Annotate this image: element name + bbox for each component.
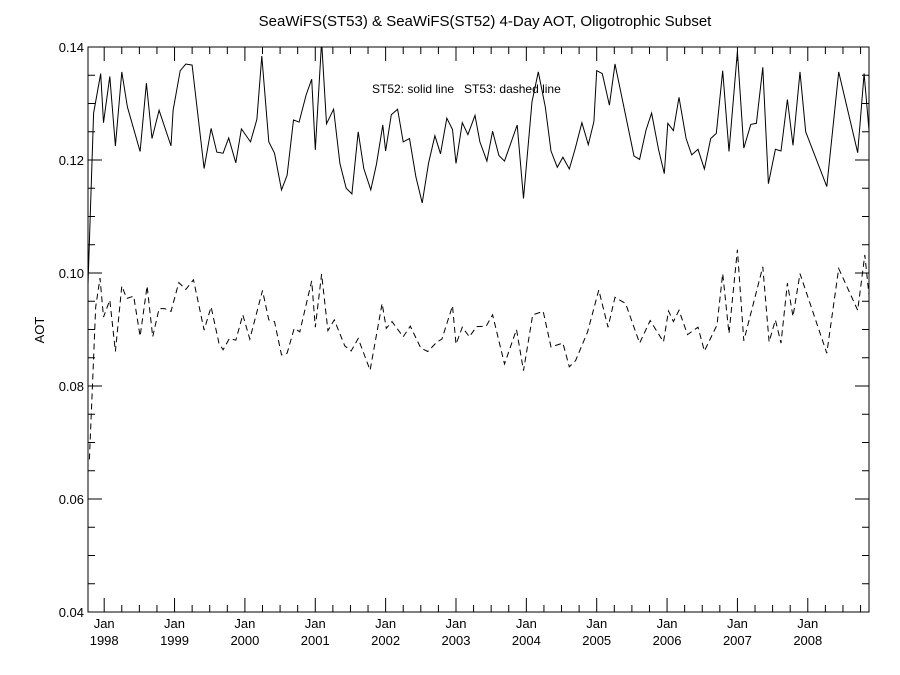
x-tick-month-label: Jan xyxy=(305,616,326,631)
y-axis-label: AOT xyxy=(32,317,47,344)
x-tick-year-label: 2002 xyxy=(371,633,400,648)
x-tick-year-label: 2005 xyxy=(582,633,611,648)
x-tick-year-label: 2006 xyxy=(653,633,682,648)
x-tick-month-label: Jan xyxy=(375,616,396,631)
x-tick-month-label: Jan xyxy=(94,616,115,631)
y-tick-label: 0.04 xyxy=(59,605,84,620)
x-tick-month-label: Jan xyxy=(446,616,467,631)
axes: 0.04 0.06 0.08 0.10 0.12 0.14 Jan 1998 Jan 1999 Ja… xyxy=(59,40,870,648)
chart-title: SeaWiFS(ST53) & SeaWiFS(ST52) 4-Day AOT,… xyxy=(259,13,712,30)
x-tick-month-label: Jan xyxy=(164,616,185,631)
x-tick-year-label: 2000 xyxy=(230,633,259,648)
x-tick-year-label: 2004 xyxy=(512,633,541,648)
x-tick-year-label: 2003 xyxy=(442,633,471,648)
legend-text: ST52: solid line ST53: dashed line xyxy=(372,82,561,96)
x-tick-year-label: 1998 xyxy=(90,633,119,648)
x-tick-year-label: 2008 xyxy=(793,633,822,648)
x-tick-year-label: 2001 xyxy=(301,633,330,648)
series-line-st53 xyxy=(88,249,869,460)
x-tick-year-label: 2007 xyxy=(723,633,752,648)
x-tick-month-label: Jan xyxy=(727,616,748,631)
series-line-st52 xyxy=(88,47,869,285)
y-tick-label: 0.10 xyxy=(59,266,84,281)
x-tick-month-label: Jan xyxy=(586,616,607,631)
x-tick-month-label: Jan xyxy=(797,616,818,631)
x-tick-month-label: Jan xyxy=(657,616,678,631)
y-tick-label: 0.12 xyxy=(59,153,84,168)
x-tick-month-label: Jan xyxy=(234,616,255,631)
x-tick-year-label: 1999 xyxy=(160,633,189,648)
y-tick-label: 0.06 xyxy=(59,492,84,507)
x-tick-month-label: Jan xyxy=(516,616,537,631)
series-group xyxy=(88,47,869,460)
y-tick-label: 0.14 xyxy=(59,40,84,55)
y-tick-label: 0.08 xyxy=(59,379,84,394)
